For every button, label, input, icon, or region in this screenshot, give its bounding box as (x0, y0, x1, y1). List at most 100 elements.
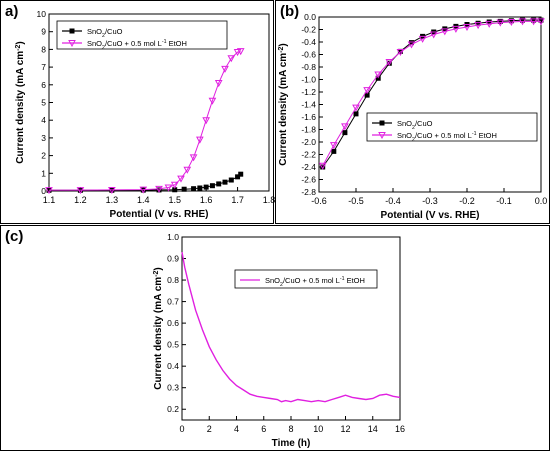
x-tick-label: -0.1 (496, 196, 512, 206)
series-line (322, 20, 541, 167)
data-point (418, 35, 427, 43)
data-point (181, 186, 187, 192)
legend-box (234, 269, 378, 289)
legend-entry: SnO2/CuO + 0.5 mol L-1 EtOH (265, 276, 365, 288)
data-point (538, 17, 544, 23)
panel-label: (b) (280, 3, 300, 20)
y-tick-label: -0.8 (301, 62, 316, 72)
data-point (139, 186, 148, 194)
chart-c-svg: 0 2 4 6 8 10 12 14 16 0.2 0.3 0.4 0.5 0.6 0.7 0.8 0.9 1.0… (153, 232, 406, 449)
data-point (318, 162, 327, 170)
x-axis-label: Potential (V vs. RHE) (381, 210, 480, 221)
x-tick-label: 1.2 (74, 195, 87, 205)
series-0 (181, 251, 401, 403)
data-point (320, 164, 326, 170)
data-point (485, 20, 494, 28)
data-point (385, 59, 394, 67)
data-point (397, 48, 403, 54)
y-tick-label: -2.2 (301, 150, 316, 160)
data-point (386, 60, 392, 66)
data-point (396, 49, 405, 57)
y-tick-label: 0.0 (304, 12, 316, 22)
y-tick-label: -0.4 (301, 37, 316, 47)
data-point (537, 18, 545, 26)
series-1 (318, 18, 545, 170)
data-point (191, 186, 197, 192)
series-0 (320, 17, 544, 170)
x-tick-label: 1.1 (43, 195, 56, 205)
data-point (108, 186, 116, 194)
x-tick-label: 2 (207, 424, 212, 434)
y-tick-label: 6 (41, 80, 46, 90)
y-tick-label: 1 (41, 168, 46, 178)
y-axis-label: Current density (mA cm-2) (15, 41, 27, 164)
y-tick-label: 0.9 (167, 254, 179, 264)
data-point (233, 49, 242, 57)
legend-entry: SnO2/CuO (397, 119, 433, 131)
data-point (140, 187, 146, 193)
data-point (353, 111, 359, 117)
y-tick-label: 0.5 (167, 340, 179, 350)
data-point (235, 174, 241, 180)
plot-frame (318, 16, 542, 193)
data-point (329, 142, 338, 150)
x-tick-label: 0.0 (535, 196, 548, 206)
data-point (378, 132, 386, 140)
y-tick-label: 0.8 (167, 275, 179, 285)
data-point (518, 18, 527, 26)
data-point (341, 123, 349, 131)
x-axis-label: Potential (V vs. RHE) (110, 209, 209, 220)
y-tick-label: 0.4 (167, 361, 179, 371)
data-point (156, 187, 162, 193)
y-tick-label: -1.0 (301, 75, 316, 85)
x-tick-label: -0.3 (422, 196, 438, 206)
data-point (197, 185, 203, 191)
data-point (497, 18, 503, 24)
data-point (177, 175, 185, 183)
data-point (69, 28, 75, 34)
x-tick-label: -0.5 (348, 196, 364, 206)
legend-box (56, 20, 228, 50)
x-tick-label: 14 (368, 424, 378, 434)
data-point (45, 187, 53, 195)
data-point (155, 185, 163, 193)
y-tick-label: -0.2 (301, 25, 316, 35)
panel-c: 0 2 4 6 8 10 12 14 16 0.2 0.3 0.4 0.5 0.6 0.7 0.8 0.9 1.0… (0, 225, 550, 451)
y-tick-label: 0.2 (167, 404, 179, 414)
series-line (49, 50, 241, 191)
y-tick-label: 0 (41, 186, 46, 196)
chart-a-svg: 1.1 1.2 1.3 1.4 1.5 1.6 1.7 1.8 0 1 2 3 4 5 6 7 8 9 10 Pote… (15, 9, 276, 220)
data-point (68, 40, 76, 48)
data-point (189, 154, 198, 162)
data-point (409, 40, 414, 46)
data-point (342, 130, 348, 136)
y-tick-label: -1.8 (301, 125, 316, 135)
x-tick-label: 4 (234, 424, 239, 434)
x-tick-label: 0 (179, 424, 184, 434)
y-tick-label: 5 (41, 98, 46, 108)
y-tick-label: 8 (41, 44, 46, 54)
y-tick-label: -1.4 (301, 100, 316, 110)
x-tick-label: 6 (261, 424, 266, 434)
plot-frame (181, 236, 401, 421)
data-point (209, 183, 215, 189)
data-point (228, 177, 234, 183)
data-point (172, 187, 178, 193)
y-tick-label: 7 (41, 62, 46, 72)
y-tick-label: -2.4 (301, 162, 316, 172)
data-point (496, 19, 505, 27)
data-point (238, 171, 244, 177)
data-point (508, 18, 514, 24)
data-point (474, 22, 482, 30)
legend-entry: SnO2/CuO (87, 27, 123, 39)
panel-a: 1.1 1.2 1.3 1.4 1.5 1.6 1.7 1.8 0 1 2 3 4 5 6 7 8 9 10 Pote… (0, 0, 276, 224)
y-tick-label: 10 (37, 9, 47, 19)
data-point (463, 24, 471, 32)
y-axis-label: Current density (mA cm-2) (278, 43, 290, 166)
data-point (208, 97, 217, 105)
data-point (531, 17, 537, 23)
data-point (363, 87, 371, 95)
data-point (170, 181, 179, 189)
data-point (507, 19, 516, 27)
